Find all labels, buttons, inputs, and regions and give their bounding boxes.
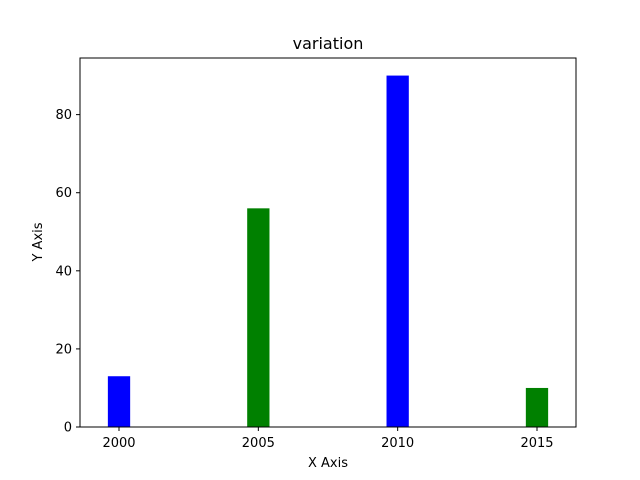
y-tick-label: 0 [64, 421, 72, 436]
bar-2005 [247, 208, 270, 427]
x-tick-label: 2005 [242, 436, 275, 451]
bar-2000 [107, 376, 131, 427]
y-tick-label: 60 [55, 186, 72, 201]
x-axis-label: X Axis [308, 456, 348, 471]
chart-title: variation [293, 34, 364, 53]
y-tick-label: 20 [55, 342, 72, 357]
x-tick-label: 2015 [520, 436, 553, 451]
y-tick-label: 40 [55, 264, 72, 279]
x-tick-label: 2000 [102, 436, 135, 451]
y-axis-label: Y Axis [31, 222, 46, 262]
x-axis-ticks: 2000 2005 2010 2015 [102, 427, 554, 451]
bar-2010 [386, 75, 409, 428]
plot-frame [79, 57, 577, 428]
bar-2015 [525, 387, 549, 427]
x-tick-label: 2010 [381, 436, 414, 451]
y-tick-label: 80 [55, 108, 72, 123]
y-axis-ticks: 0 20 40 60 80 [55, 108, 80, 436]
bars-group [107, 75, 549, 428]
